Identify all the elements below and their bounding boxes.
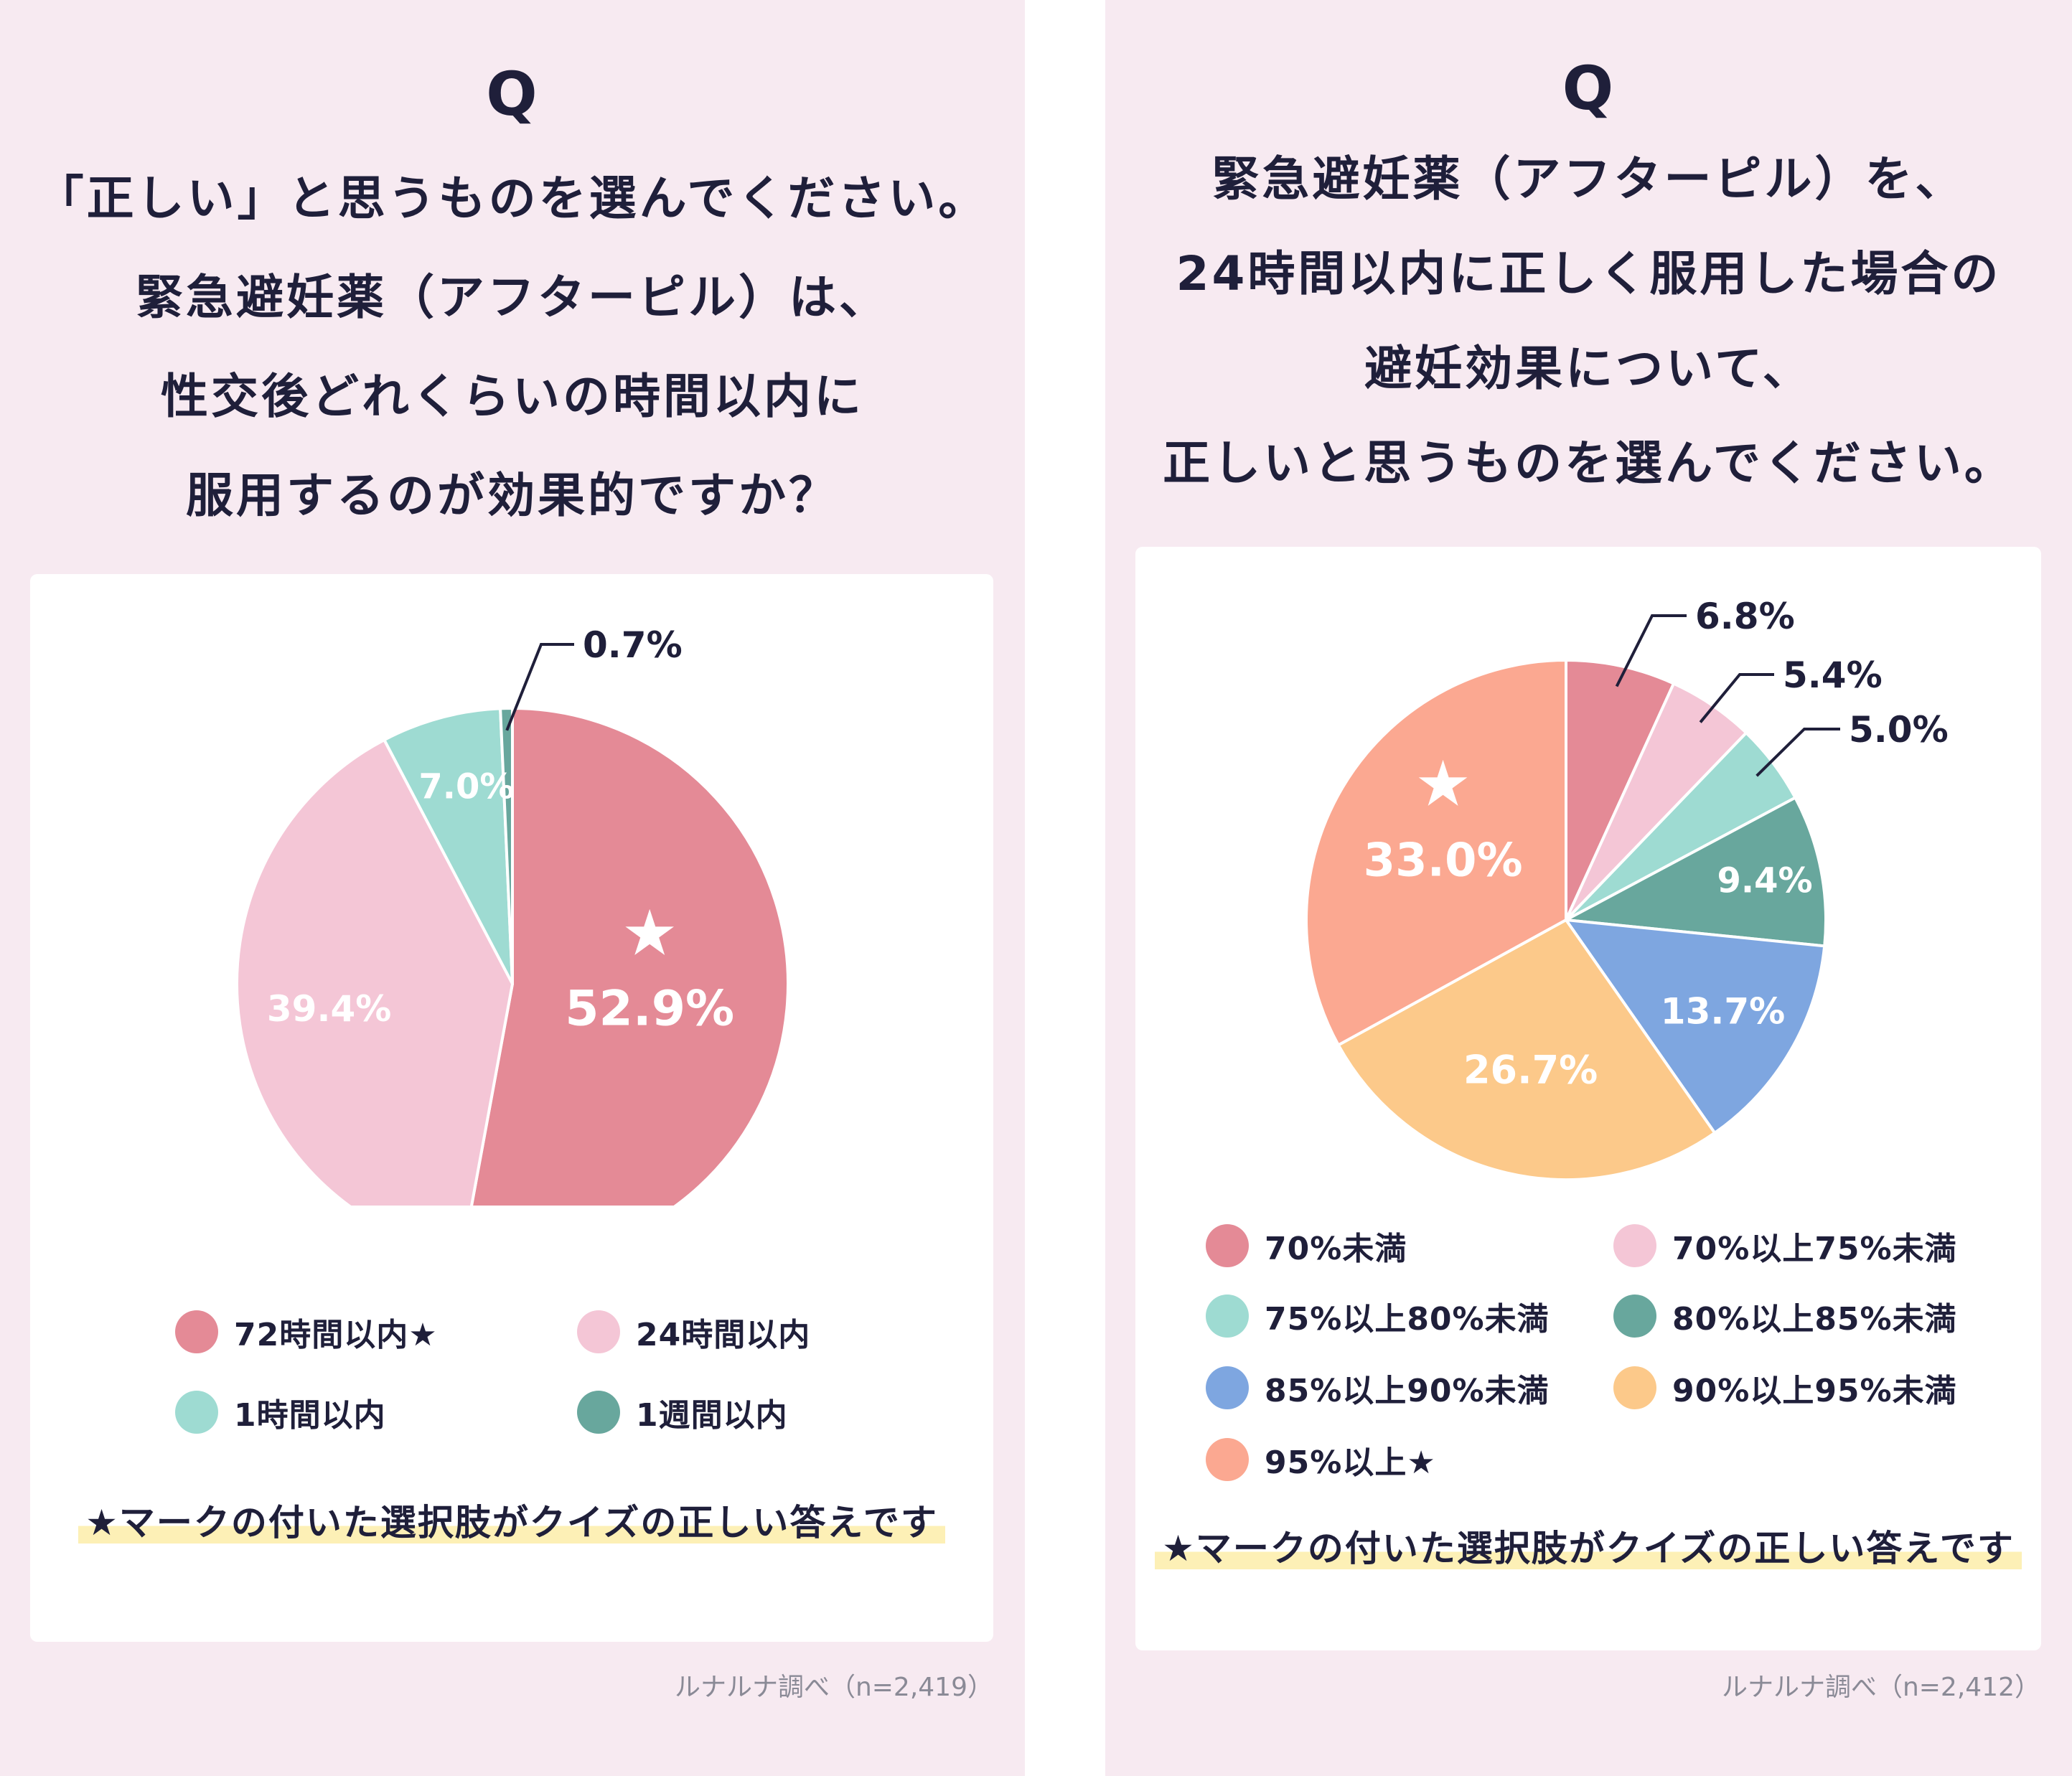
legend-swatch	[175, 1310, 218, 1353]
legend-label: 70%以上75%未満	[1672, 1231, 1957, 1267]
legend-item: 1週間以内	[577, 1389, 788, 1435]
legend-swatch	[175, 1391, 218, 1434]
pie-chart-right: 6.8% 5.4% 5.0% 9.4% 13.7% 26.7% ★ 33.0%	[1305, 596, 1949, 1181]
legend-label: 1週間以内	[636, 1397, 788, 1434]
data-label: 7.0%	[418, 767, 514, 807]
legend-label: 24時間以内	[636, 1317, 811, 1353]
data-label: 0.7%	[583, 624, 683, 666]
legend-label: 90%以上95%未満	[1672, 1373, 1957, 1409]
data-label: 26.7%	[1463, 1048, 1598, 1093]
pie-slice	[1305, 659, 1567, 1047]
pie-slice	[499, 707, 514, 985]
question-text: 緊急避妊薬（アフターピル）を、 24時間以内に正しく服用した場合の 避妊効果につ…	[1105, 132, 2072, 511]
question-mark-label: Q	[1562, 53, 1616, 123]
data-label: 5.0%	[1849, 709, 1949, 751]
correct-answer-note: ★マークの付いた選択肢がクイズの正しい答えです	[1135, 1520, 2041, 1571]
correct-answer-note: ★マークの付いた選択肢がクイズの正しい答えです	[30, 1494, 993, 1546]
pie-slice	[1565, 659, 1676, 921]
pie-slice	[1565, 796, 1827, 948]
legend-item: 1時間以内	[175, 1389, 386, 1435]
data-label: 9.4%	[1717, 860, 1812, 901]
legend-item: 90%以上95%未満	[1613, 1365, 1957, 1411]
data-label: 52.9%	[565, 980, 734, 1037]
legend-label: 85%以上90%未満	[1265, 1373, 1550, 1409]
leader-line	[1755, 728, 1840, 777]
legend-label: 80%以上85%未満	[1672, 1301, 1957, 1338]
question-mark-label: Q	[486, 59, 539, 129]
leader-line	[1615, 614, 1687, 687]
chart-card: ★ 52.9% 39.4% 7.0% 0.7% 72時間以内★ 24時間以内 1時間以内…	[30, 574, 993, 1642]
data-label: 39.4%	[267, 988, 391, 1030]
legend-label: 70%未満	[1265, 1231, 1407, 1267]
chart-card: 6.8% 5.4% 5.0% 9.4% 13.7% 26.7% ★ 33.0% 70%未満 7…	[1135, 547, 2041, 1650]
legend-item: 24時間以内	[577, 1309, 810, 1355]
question-line: 緊急避妊薬（アフターピル）は、	[136, 270, 889, 325]
pie-slice	[1565, 918, 1827, 1134]
correct-star-mark: ★	[622, 896, 678, 969]
question-line: 「正しい」と思うものを選んでください。	[36, 171, 989, 226]
pie-chart-left: ★ 52.9% 39.4% 7.0% 0.7%	[235, 624, 789, 1206]
legend-swatch	[1613, 1295, 1656, 1338]
leader-line	[1699, 673, 1774, 723]
data-label: 33.0%	[1364, 835, 1523, 888]
legend-item: 72時間以内★	[175, 1309, 438, 1355]
left-survey-panel: Q 「正しい」と思うものを選んでください。 緊急避妊薬（アフターピル）は、 性交…	[0, 0, 1025, 1776]
legend-item: 70%未満	[1206, 1223, 1407, 1269]
question-line: 服用するのが効果的ですか？	[186, 468, 839, 523]
pie-slice	[383, 707, 514, 985]
source-credit: ルナルナ調べ（n=2,419）	[674, 1673, 993, 1702]
legend-swatch	[577, 1391, 620, 1434]
question-text: 「正しい」と思うものを選んでください。 緊急避妊薬（アフターピル）は、 性交後ど…	[0, 149, 1025, 545]
legend-swatch	[1613, 1224, 1656, 1267]
legend-label: 72時間以内★	[234, 1317, 438, 1353]
data-label: 13.7%	[1661, 990, 1785, 1032]
pie-slice	[470, 707, 789, 1206]
note-text: ★マークの付いた選択肢がクイズの正しい答えです	[1155, 1528, 2022, 1569]
leader-line	[505, 643, 574, 731]
legend-label: 1時間以内	[234, 1397, 386, 1434]
legend-swatch	[1206, 1366, 1249, 1409]
note-text: ★マークの付いた選択肢がクイズの正しい答えです	[78, 1502, 945, 1544]
correct-star-mark: ★	[1415, 747, 1471, 821]
legend-item: 95%以上★	[1206, 1437, 1436, 1483]
question-line: 緊急避妊薬（アフターピル）を、	[1211, 151, 1966, 207]
legend-item: 85%以上90%未満	[1206, 1365, 1550, 1411]
legend-swatch	[1206, 1295, 1249, 1338]
pie-slice	[1336, 918, 1717, 1181]
legend-swatch	[1206, 1224, 1249, 1267]
legend-swatch	[577, 1310, 620, 1353]
question-line: 性交後どれくらいの時間以内に	[161, 369, 864, 424]
legend-item: 80%以上85%未満	[1613, 1293, 1957, 1339]
legend-label: 75%以上80%未満	[1265, 1301, 1550, 1338]
source-credit: ルナルナ調べ（n=2,412）	[1721, 1673, 2040, 1702]
data-label: 5.4%	[1783, 654, 1883, 696]
question-line: 24時間以内に正しく服用した場合の	[1176, 246, 2002, 301]
legend-item: 75%以上80%未満	[1206, 1293, 1550, 1339]
question-line: 避妊効果について、	[1364, 341, 1813, 396]
legend-label: 95%以上★	[1265, 1444, 1436, 1481]
legend-swatch	[1613, 1366, 1656, 1409]
legend-item: 70%以上75%未満	[1613, 1223, 1957, 1269]
legend-swatch	[1206, 1438, 1249, 1481]
right-survey-panel: Q 緊急避妊薬（アフターピル）を、 24時間以内に正しく服用した場合の 避妊効果…	[1105, 0, 2072, 1776]
data-label: 6.8%	[1695, 596, 1795, 637]
question-line: 正しいと思うものを選んでください。	[1163, 436, 2015, 491]
pie-slice	[235, 738, 514, 1206]
